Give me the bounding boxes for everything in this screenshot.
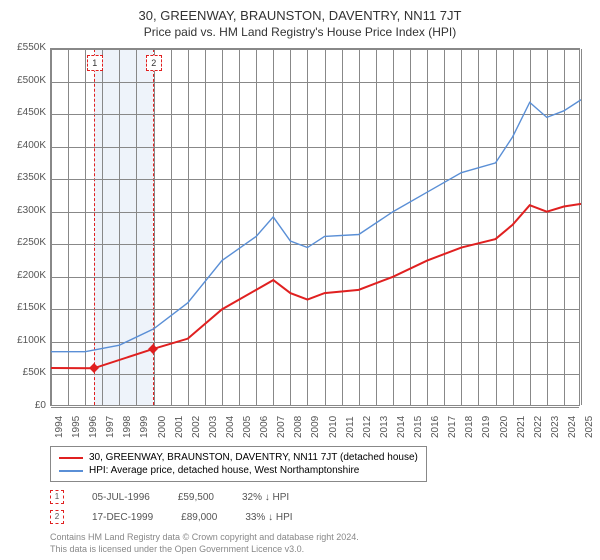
sale-delta: 32% ↓ HPI xyxy=(242,492,289,503)
y-axis-label: £200K xyxy=(6,270,46,281)
legend-swatch xyxy=(59,457,83,459)
chart-plot-area: 12 xyxy=(50,48,580,406)
footnote: Contains HM Land Registry data © Crown c… xyxy=(50,532,359,555)
x-axis-label: 2025 xyxy=(584,416,595,438)
x-axis-label: 1997 xyxy=(105,416,116,438)
sale-delta: 33% ↓ HPI xyxy=(245,512,292,523)
x-axis-label: 2007 xyxy=(276,416,287,438)
sale-price: £89,000 xyxy=(181,512,217,523)
x-axis-label: 2023 xyxy=(550,416,561,438)
sale-marker-icon: 1 xyxy=(50,490,64,504)
y-axis-label: £300K xyxy=(6,205,46,216)
legend-row: 30, GREENWAY, BRAUNSTON, DAVENTRY, NN11 … xyxy=(59,451,418,464)
chart-marker: 2 xyxy=(146,55,162,71)
sale-price: £59,500 xyxy=(178,492,214,503)
sale-date: 17-DEC-1999 xyxy=(92,512,153,523)
sale-date: 05-JUL-1996 xyxy=(92,492,150,503)
x-axis-label: 2004 xyxy=(225,416,236,438)
legend-label: HPI: Average price, detached house, West… xyxy=(89,465,359,476)
chart-title: 30, GREENWAY, BRAUNSTON, DAVENTRY, NN11 … xyxy=(0,0,600,23)
x-axis-label: 1998 xyxy=(122,416,133,438)
x-axis-label: 2000 xyxy=(157,416,168,438)
x-axis-label: 2002 xyxy=(191,416,202,438)
x-axis-label: 2009 xyxy=(310,416,321,438)
x-axis-label: 1996 xyxy=(88,416,99,438)
legend-label: 30, GREENWAY, BRAUNSTON, DAVENTRY, NN11 … xyxy=(89,452,418,463)
y-axis-label: £550K xyxy=(6,42,46,53)
y-axis-label: £250K xyxy=(6,237,46,248)
x-axis-label: 2010 xyxy=(328,416,339,438)
y-axis-label: £150K xyxy=(6,302,46,313)
x-axis-label: 2019 xyxy=(481,416,492,438)
x-axis-label: 1999 xyxy=(139,416,150,438)
sale-row: 1 05-JUL-1996 £59,500 32% ↓ HPI xyxy=(50,490,289,504)
x-axis-label: 2005 xyxy=(242,416,253,438)
legend-box: 30, GREENWAY, BRAUNSTON, DAVENTRY, NN11 … xyxy=(50,446,427,482)
chart-subtitle: Price paid vs. HM Land Registry's House … xyxy=(0,23,600,39)
y-axis-label: £100K xyxy=(6,335,46,346)
x-axis-label: 2013 xyxy=(379,416,390,438)
x-axis-label: 2011 xyxy=(345,416,356,438)
x-axis-label: 2024 xyxy=(567,416,578,438)
legend-row: HPI: Average price, detached house, West… xyxy=(59,464,418,477)
x-axis-label: 2021 xyxy=(516,416,527,438)
x-axis-label: 2006 xyxy=(259,416,270,438)
y-axis-label: £450K xyxy=(6,107,46,118)
x-axis-label: 2017 xyxy=(447,416,458,438)
x-axis-label: 2008 xyxy=(293,416,304,438)
sale-marker-icon: 2 xyxy=(50,510,64,524)
x-axis-label: 2022 xyxy=(533,416,544,438)
x-axis-label: 2003 xyxy=(208,416,219,438)
x-axis-label: 2001 xyxy=(174,416,185,438)
y-axis-label: £500K xyxy=(6,75,46,86)
x-axis-label: 2014 xyxy=(396,416,407,438)
x-axis-label: 2020 xyxy=(499,416,510,438)
x-axis-label: 1995 xyxy=(71,416,82,438)
y-axis-label: £50K xyxy=(6,367,46,378)
sale-row: 2 17-DEC-1999 £89,000 33% ↓ HPI xyxy=(50,510,293,524)
chart-marker: 1 xyxy=(87,55,103,71)
x-axis-label: 2015 xyxy=(413,416,424,438)
y-axis-label: £400K xyxy=(6,140,46,151)
x-axis-label: 2012 xyxy=(362,416,373,438)
x-axis-label: 1994 xyxy=(54,416,65,438)
x-axis-label: 2016 xyxy=(430,416,441,438)
x-axis-label: 2018 xyxy=(464,416,475,438)
legend-swatch xyxy=(59,470,83,472)
y-axis-label: £350K xyxy=(6,172,46,183)
y-axis-label: £0 xyxy=(6,400,46,411)
